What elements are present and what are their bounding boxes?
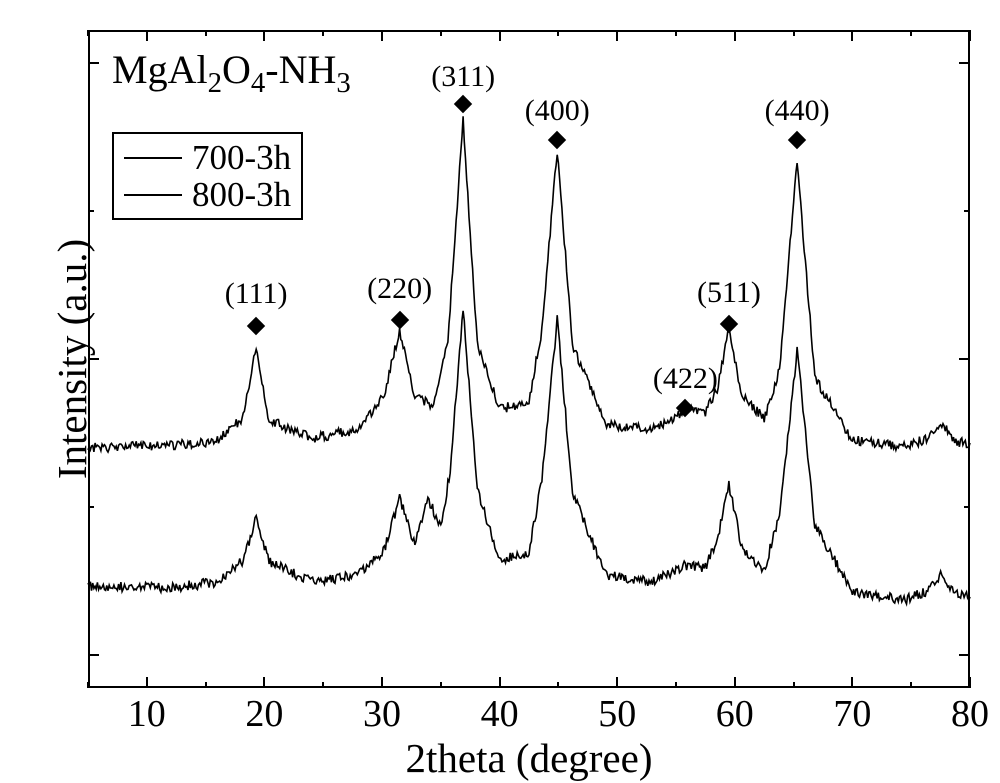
y-tick-minor (964, 210, 970, 212)
x-tick-minor (87, 682, 89, 688)
x-tick-label: 20 (245, 692, 283, 736)
x-tick-minor (322, 682, 324, 688)
x-tick-minor (557, 682, 559, 688)
x-tick-minor (793, 682, 795, 688)
y-tick-minor (88, 210, 94, 212)
y-tick-minor (964, 506, 970, 508)
x-tick-major (734, 30, 736, 41)
y-tick-major (88, 654, 99, 656)
x-tick-major (851, 677, 853, 688)
x-tick-major (969, 30, 971, 41)
figure: Intensity (a.u.) 2theta (degree) MgAl2O4… (0, 0, 1000, 783)
x-tick-major (499, 30, 501, 41)
x-tick-major (263, 677, 265, 688)
y-tick-major (88, 62, 99, 64)
peak-label: (311) (431, 60, 495, 94)
x-tick-label: 70 (833, 692, 871, 736)
x-tick-minor (675, 30, 677, 36)
x-tick-minor (910, 682, 912, 688)
x-tick-label: 80 (951, 692, 989, 736)
x-tick-label: 30 (363, 692, 401, 736)
peak-label: (111) (225, 277, 288, 311)
peak-label: (511) (697, 276, 761, 310)
x-tick-major (616, 677, 618, 688)
x-tick-label: 10 (128, 692, 166, 736)
xrd-traces (88, 30, 970, 688)
x-tick-minor (793, 30, 795, 36)
x-tick-label: 60 (716, 692, 754, 736)
x-tick-label: 50 (598, 692, 636, 736)
x-tick-major (263, 30, 265, 41)
y-tick-major (959, 654, 970, 656)
series-800-3h (88, 311, 970, 604)
peak-label: (422) (653, 362, 718, 396)
x-tick-major (969, 677, 971, 688)
y-tick-minor (88, 506, 94, 508)
x-tick-minor (322, 30, 324, 36)
x-axis-label: 2theta (degree) (379, 734, 679, 782)
x-tick-major (499, 677, 501, 688)
y-tick-major (959, 358, 970, 360)
x-tick-major (146, 30, 148, 41)
y-tick-major (88, 358, 99, 360)
x-tick-major (146, 677, 148, 688)
y-tick-major (959, 62, 970, 64)
x-tick-minor (440, 30, 442, 36)
x-tick-major (381, 30, 383, 41)
x-tick-minor (440, 682, 442, 688)
x-tick-minor (910, 30, 912, 36)
x-tick-major (616, 30, 618, 41)
x-tick-minor (557, 30, 559, 36)
peak-label: (400) (525, 94, 590, 128)
x-tick-major (381, 677, 383, 688)
x-tick-minor (87, 30, 89, 36)
x-tick-major (851, 30, 853, 41)
series-700-3h (88, 116, 970, 452)
x-tick-major (734, 677, 736, 688)
peak-label: (220) (367, 272, 432, 306)
x-tick-minor (675, 682, 677, 688)
peak-label: (440) (765, 94, 830, 128)
x-tick-label: 40 (481, 692, 519, 736)
x-tick-minor (205, 682, 207, 688)
x-tick-minor (205, 30, 207, 36)
